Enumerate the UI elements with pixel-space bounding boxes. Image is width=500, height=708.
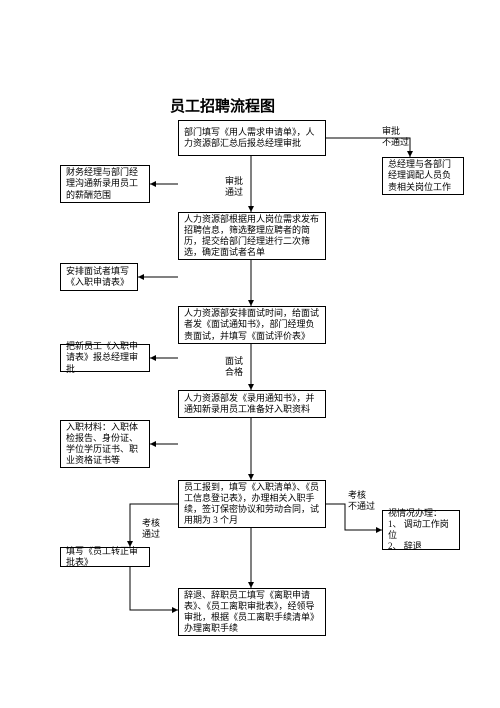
stage: { "canvas": { "width": 500, "height": 70… (0, 0, 500, 708)
edges-layer (0, 0, 500, 708)
